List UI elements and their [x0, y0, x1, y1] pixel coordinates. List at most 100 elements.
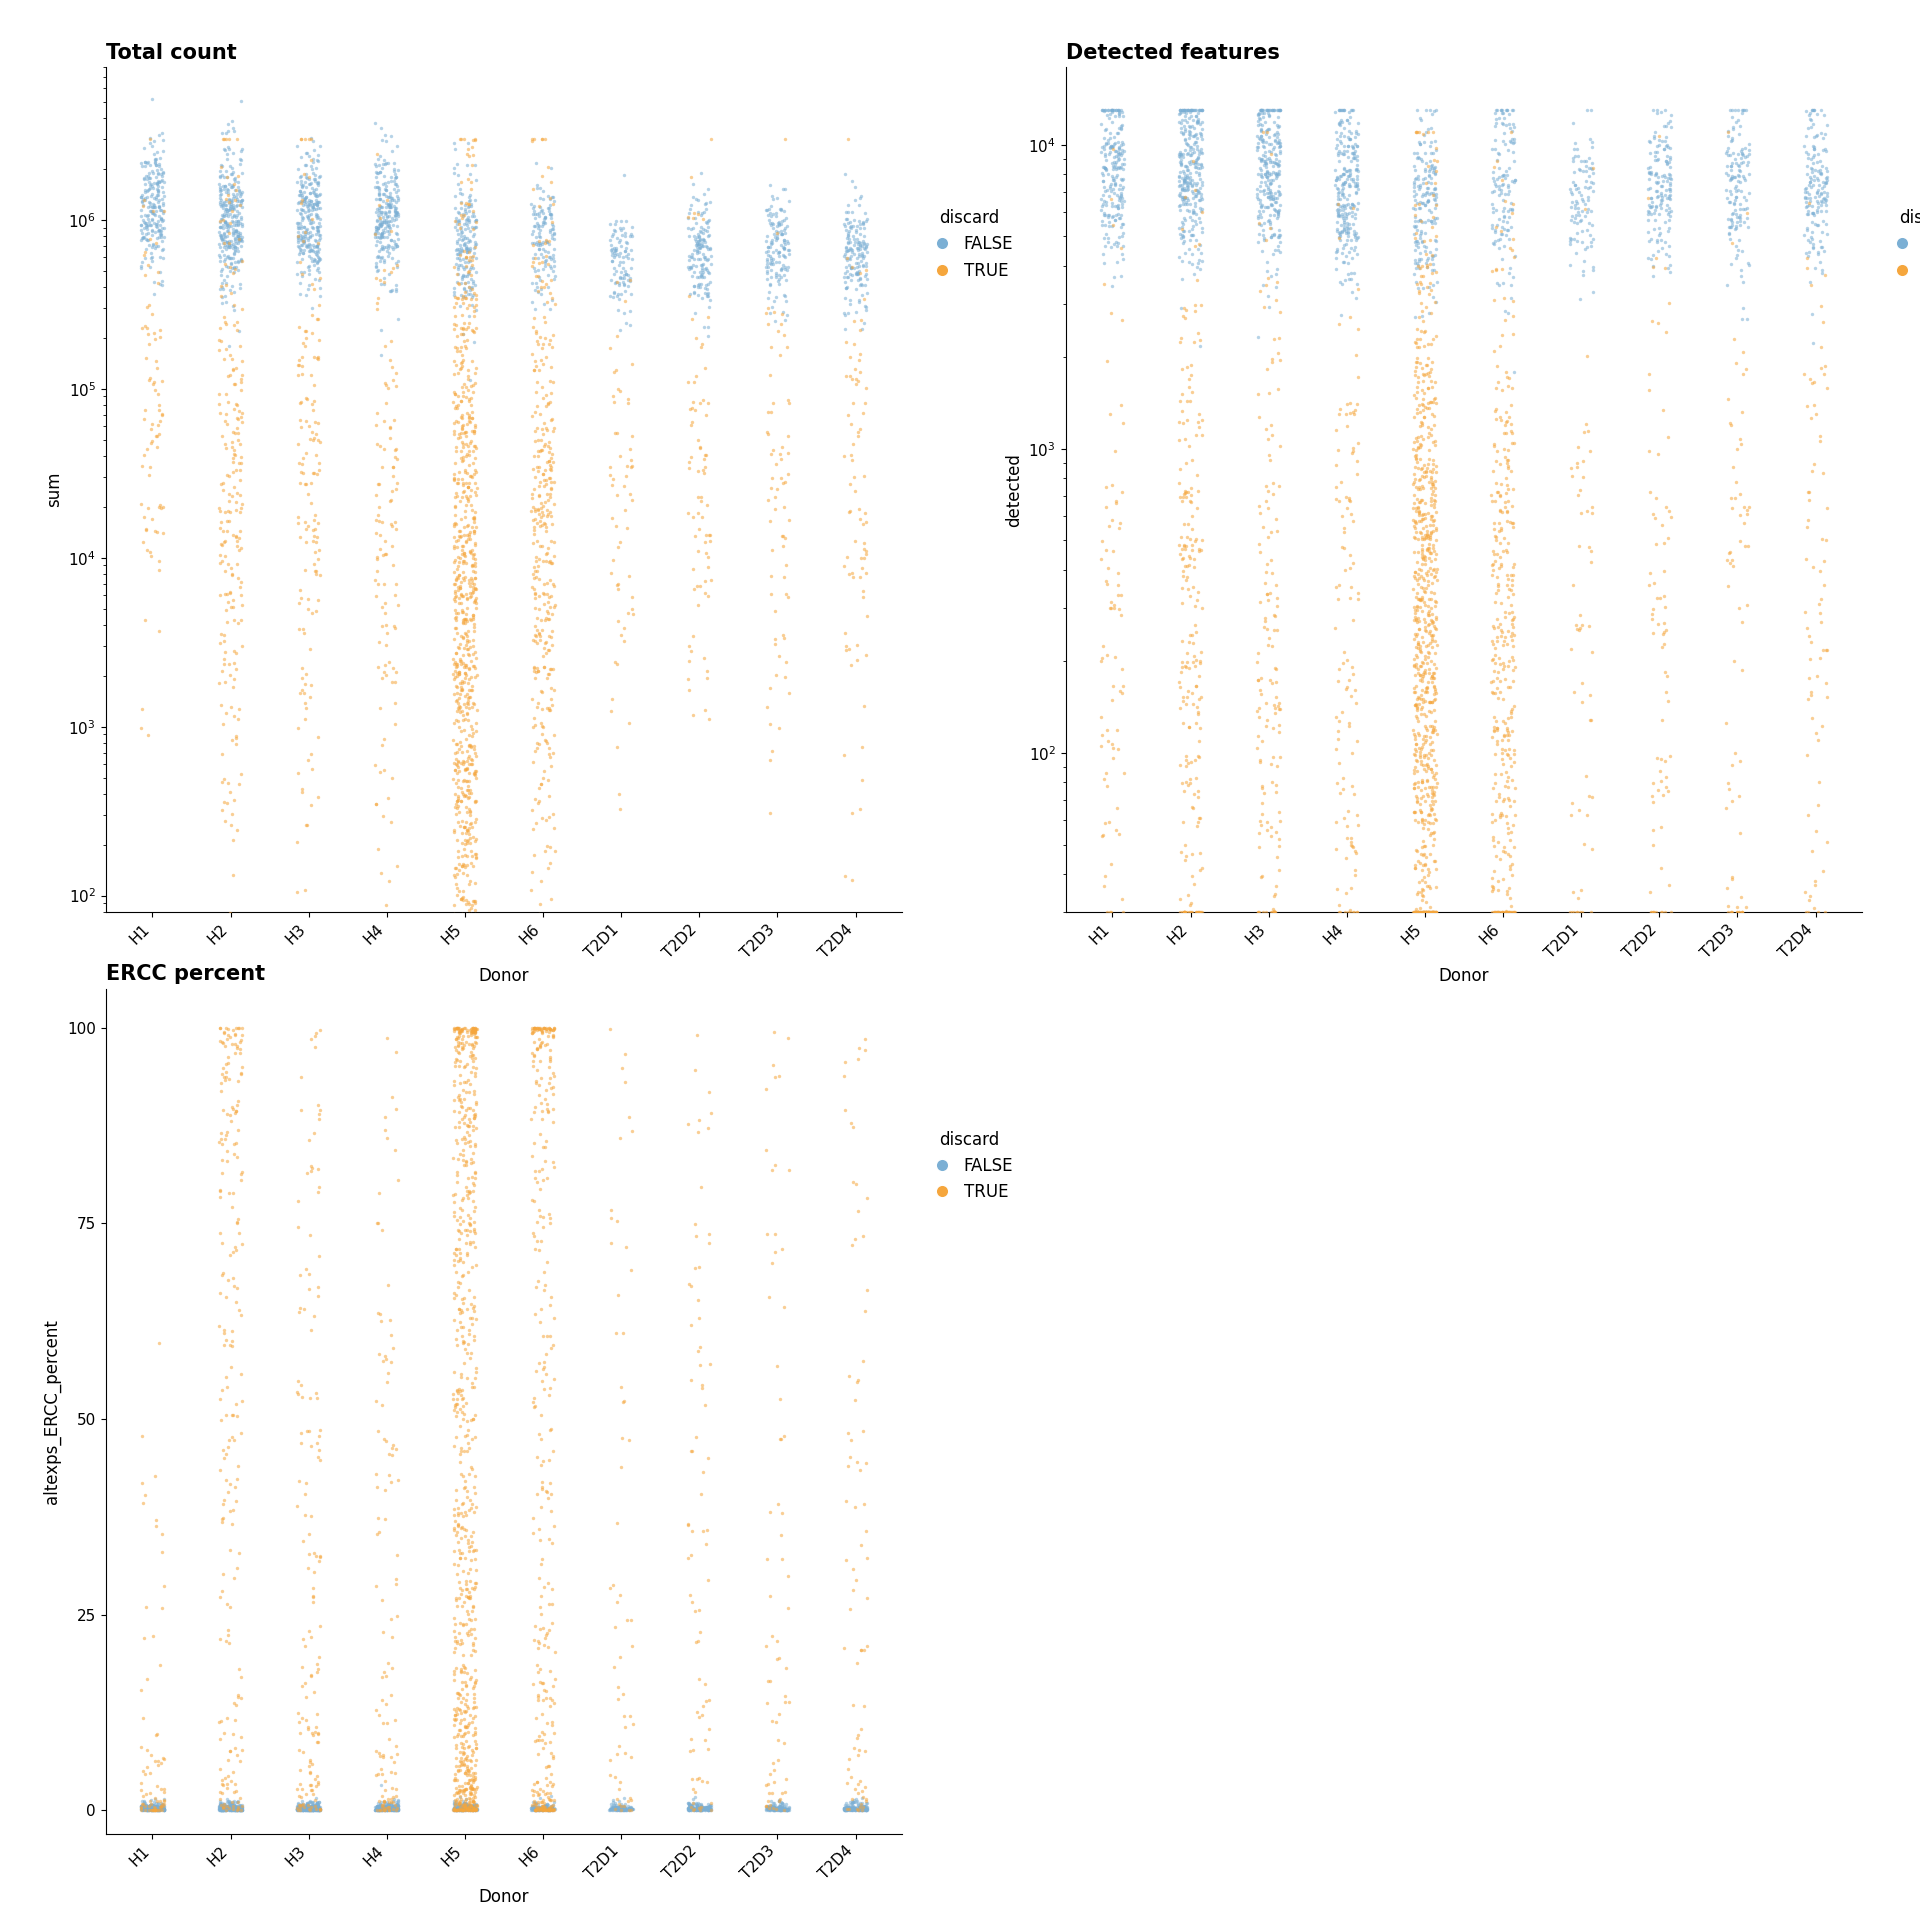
- Point: [125, 1791, 156, 1822]
- Point: [691, 275, 722, 305]
- Point: [829, 261, 860, 292]
- Point: [225, 1793, 255, 1824]
- Point: [764, 1791, 795, 1822]
- Point: [451, 1500, 482, 1530]
- Point: [1169, 182, 1200, 213]
- Point: [1336, 94, 1367, 125]
- Point: [1791, 897, 1822, 927]
- Point: [1718, 737, 1749, 768]
- Point: [455, 1029, 486, 1060]
- Point: [138, 1791, 169, 1822]
- Point: [1254, 102, 1284, 132]
- Point: [461, 1012, 492, 1043]
- Point: [1100, 94, 1131, 125]
- Point: [451, 620, 482, 651]
- Point: [518, 242, 549, 273]
- Point: [1165, 138, 1196, 169]
- Point: [136, 1795, 167, 1826]
- Point: [363, 173, 394, 204]
- Point: [676, 1789, 707, 1820]
- Point: [1104, 202, 1135, 232]
- Point: [1258, 165, 1288, 196]
- Point: [140, 1793, 171, 1824]
- Point: [1169, 897, 1200, 927]
- Point: [451, 605, 482, 636]
- Point: [760, 1219, 791, 1250]
- Point: [442, 228, 472, 259]
- Point: [528, 1791, 559, 1822]
- Point: [526, 1400, 557, 1430]
- Point: [522, 228, 553, 259]
- Point: [1338, 190, 1369, 221]
- Point: [1644, 129, 1674, 159]
- Point: [829, 1793, 860, 1824]
- Point: [205, 1793, 236, 1824]
- Point: [1409, 520, 1440, 551]
- Point: [685, 1791, 716, 1822]
- Point: [227, 1791, 257, 1822]
- Point: [538, 935, 568, 966]
- Point: [1653, 198, 1684, 228]
- Point: [1169, 165, 1200, 196]
- Point: [845, 1793, 876, 1824]
- Point: [520, 611, 551, 641]
- Point: [1183, 726, 1213, 756]
- Point: [1402, 453, 1432, 484]
- Point: [760, 259, 791, 290]
- Point: [211, 1058, 242, 1089]
- Point: [447, 340, 478, 371]
- Point: [1102, 179, 1133, 209]
- Point: [1803, 156, 1834, 186]
- Point: [219, 438, 250, 468]
- Point: [524, 1667, 555, 1697]
- Point: [536, 1684, 566, 1715]
- Point: [530, 392, 561, 422]
- Point: [286, 1793, 317, 1824]
- Point: [296, 207, 326, 238]
- Point: [217, 1757, 248, 1788]
- Point: [1171, 386, 1202, 417]
- Point: [1254, 578, 1284, 609]
- Point: [376, 476, 407, 507]
- Point: [371, 1795, 401, 1826]
- Point: [459, 609, 490, 639]
- Point: [1496, 620, 1526, 651]
- Point: [146, 215, 177, 246]
- Point: [217, 1793, 248, 1824]
- Point: [1177, 219, 1208, 250]
- Point: [1258, 344, 1288, 374]
- Point: [1571, 152, 1601, 182]
- Point: [1164, 424, 1194, 455]
- Point: [444, 1795, 474, 1826]
- Point: [371, 1503, 401, 1534]
- Point: [534, 438, 564, 468]
- Point: [1173, 163, 1204, 194]
- Point: [444, 419, 474, 449]
- Point: [1634, 476, 1665, 507]
- Point: [851, 536, 881, 566]
- Point: [284, 1707, 315, 1738]
- Point: [363, 198, 394, 228]
- Point: [442, 1043, 472, 1073]
- Point: [453, 213, 484, 244]
- Point: [219, 190, 250, 221]
- Point: [762, 1626, 793, 1657]
- Point: [367, 1215, 397, 1246]
- Point: [524, 618, 555, 649]
- Point: [1713, 117, 1743, 148]
- Point: [445, 1394, 476, 1425]
- Point: [294, 1747, 324, 1778]
- Point: [449, 213, 480, 244]
- Point: [689, 278, 720, 309]
- Point: [760, 217, 791, 248]
- Point: [445, 1793, 476, 1824]
- Point: [1407, 538, 1438, 568]
- Point: [303, 234, 334, 265]
- Point: [614, 1425, 645, 1455]
- Point: [455, 1795, 486, 1826]
- Point: [296, 1795, 326, 1826]
- Point: [1415, 528, 1446, 559]
- Point: [1490, 186, 1521, 217]
- Point: [534, 1766, 564, 1797]
- Point: [1567, 897, 1597, 927]
